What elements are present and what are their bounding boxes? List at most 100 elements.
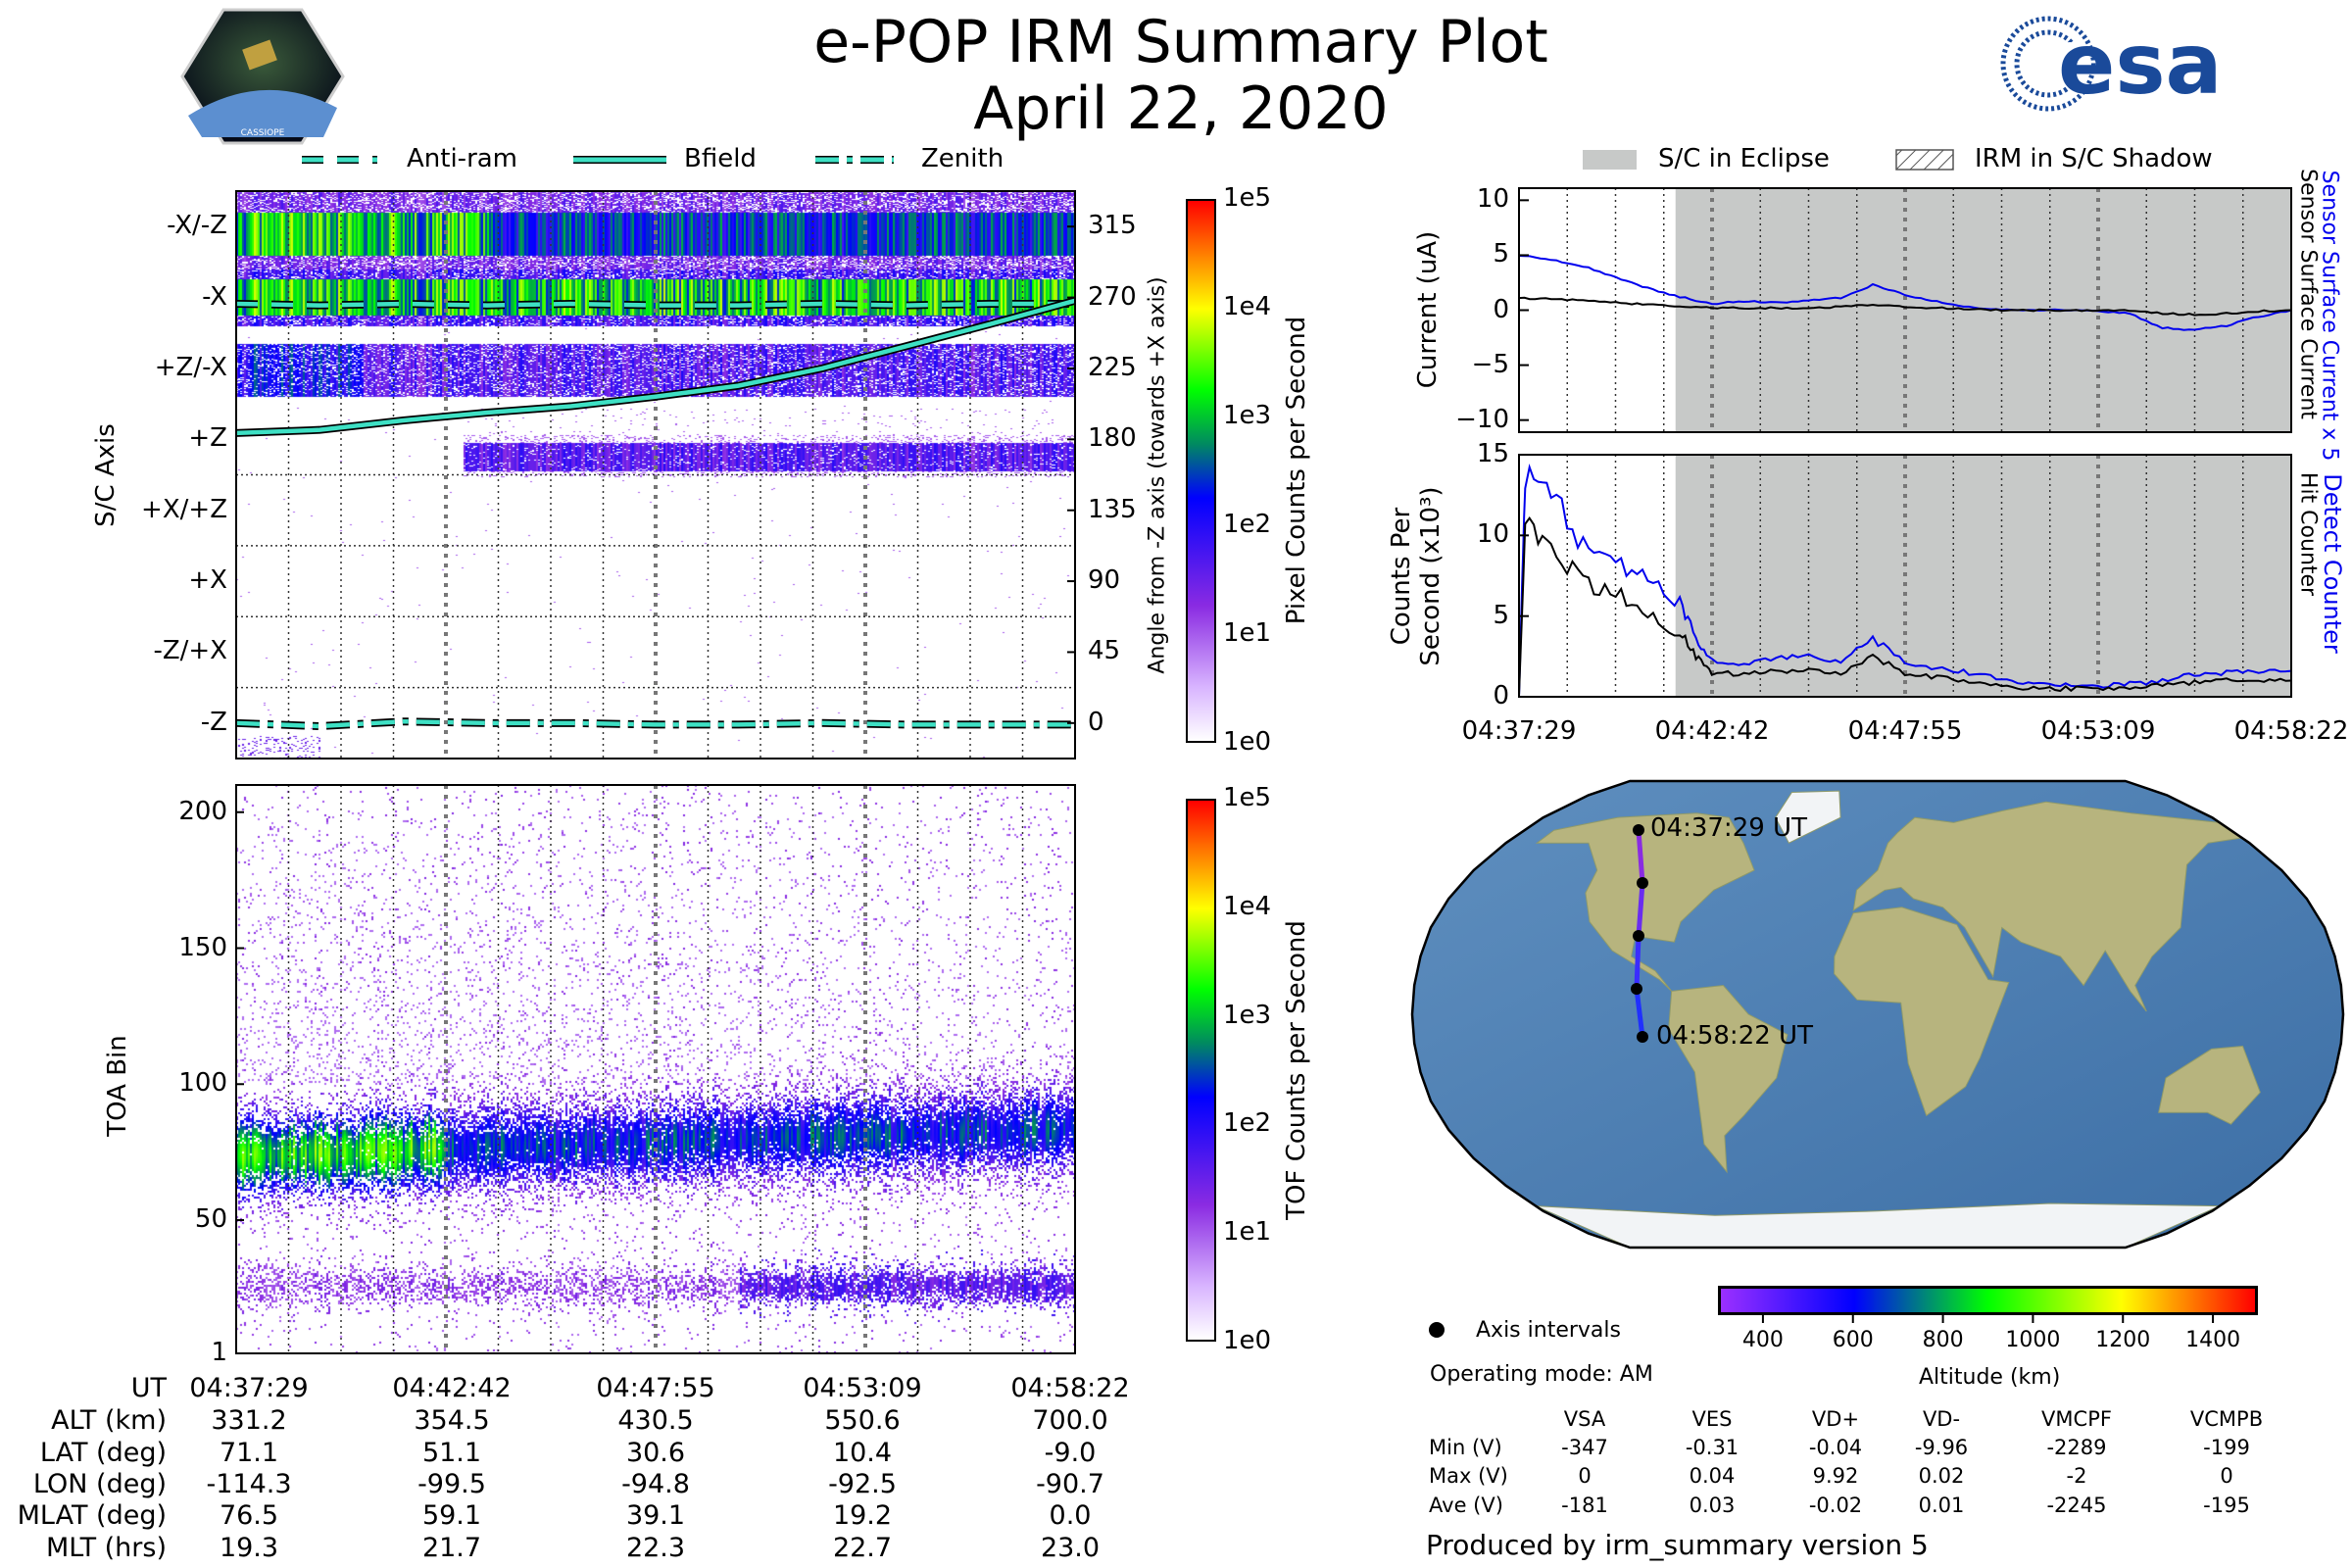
trace-zenith — [235, 718, 1075, 729]
cassiope-logo: CASSIOPE — [180, 8, 345, 145]
axis-interval-dot — [1631, 983, 1642, 995]
time-tick-label: 04:37:29 — [1461, 716, 1577, 746]
angle-tick-label: 45 — [1088, 636, 1121, 666]
time-tick-label: 04:42:42 — [1654, 716, 1770, 746]
ephemeris-row-label: LAT (deg) — [39, 1438, 167, 1468]
continents — [1535, 790, 2261, 1248]
voltage-value: 9.92 — [1812, 1464, 1859, 1488]
voltage-header: VD- — [1922, 1407, 1961, 1431]
counts-tick-label: 0 — [1493, 681, 1509, 710]
angle-tick-label: 180 — [1088, 423, 1137, 454]
axis-interval-dot — [1633, 824, 1644, 836]
colorbar-tick-label: 1e4 — [1223, 292, 1272, 321]
ephemeris-value: 22.3 — [625, 1533, 686, 1563]
ephemeris-value: 354.5 — [414, 1405, 490, 1436]
ephemeris-value: 22.7 — [832, 1533, 893, 1563]
voltage-value: 0.04 — [1689, 1464, 1736, 1488]
altitude-tick-label: 600 — [1832, 1328, 1874, 1352]
legend-eclipse: S/C in Eclipse — [1658, 144, 1830, 173]
orbit-track-segment — [1636, 829, 1645, 884]
ephemeris-value: 0.0 — [1049, 1500, 1092, 1531]
voltage-header: VSA — [1563, 1407, 1606, 1431]
land-greenland — [1775, 790, 1841, 844]
colorbar-tick-label: 1e5 — [1223, 183, 1272, 213]
colorbar-tick-label: 1e3 — [1223, 1000, 1272, 1030]
voltage-value: -195 — [2203, 1494, 2250, 1517]
sector-tick-label: +Z/-X — [154, 352, 227, 382]
legend-zenith: Zenith — [921, 144, 1004, 173]
current-tick-label: 0 — [1493, 294, 1509, 324]
series-detect-counter — [1518, 463, 2292, 698]
tof-colorbar — [1186, 799, 1216, 1342]
legend-shadow: IRM in S/C Shadow — [1975, 144, 2213, 173]
altitude-colorbar — [1718, 1286, 2258, 1315]
axis-interval-dot — [1637, 1031, 1648, 1043]
legend-anti-ram: Anti-ram — [407, 144, 518, 173]
land-africa — [1834, 906, 2010, 1117]
voltage-value: 0 — [1578, 1464, 1592, 1488]
ephemeris-value: 21.7 — [421, 1533, 482, 1563]
toa-frame — [235, 784, 1076, 1354]
ephemeris-value: 76.5 — [219, 1500, 279, 1531]
altitude-tick-label: 1200 — [2095, 1328, 2151, 1352]
legend-eclipse-swatch — [1583, 150, 1637, 170]
legend-shadow-swatch — [1895, 149, 1954, 171]
voltage-header: VD+ — [1811, 1407, 1860, 1431]
current-tick-label: 10 — [1476, 184, 1509, 215]
colorbar-tick-label: 1e3 — [1223, 401, 1272, 430]
angle-tick-label: 135 — [1088, 494, 1137, 524]
ephemeris-value: 59.1 — [421, 1500, 482, 1531]
axis-interval-dot — [1633, 930, 1644, 942]
series-hit-counter — [1518, 515, 2292, 696]
ephemeris-row-label: MLT (hrs) — [45, 1533, 167, 1563]
counts-tick-label: 15 — [1476, 439, 1509, 468]
time-tick-label: 04:37:29 — [189, 1373, 309, 1403]
toa-tick-label: 200 — [178, 796, 227, 826]
time-tick-label: 04:47:55 — [596, 1373, 715, 1403]
voltage-value: -181 — [1561, 1494, 1608, 1517]
trace-bfield — [235, 298, 1076, 436]
land-north-america — [1535, 812, 1755, 992]
voltage-value: -0.04 — [1808, 1436, 1863, 1459]
ephemeris-value: 19.3 — [219, 1533, 279, 1563]
ephemeris-value: 550.6 — [824, 1405, 901, 1436]
ephemeris-row-label: ALT (km) — [51, 1405, 167, 1436]
axis-interval-dot-icon — [1429, 1322, 1445, 1338]
sc-axis-frame — [235, 190, 1076, 760]
ephemeris-value: -9.0 — [1044, 1438, 1097, 1468]
time-tick-label: 04:47:55 — [1847, 716, 1963, 746]
land-antarctica — [1535, 1202, 2221, 1248]
produced-by: Produced by irm_summary version 5 — [1426, 1529, 1929, 1561]
ephemeris-value: 23.0 — [1040, 1533, 1101, 1563]
current-tick-label: −5 — [1471, 349, 1509, 379]
altitude-tick-label: 1400 — [2185, 1328, 2241, 1352]
series-sensor-surface-current-x-5 — [1518, 255, 2292, 331]
angle-tick-label: 315 — [1088, 211, 1137, 241]
page-title: e-POP IRM Summary Plot — [813, 8, 1548, 76]
land-australia — [2158, 1045, 2261, 1125]
eclipse-shading — [1675, 188, 2291, 432]
pixel-colorbar — [1186, 199, 1216, 743]
ephemeris-value: -99.5 — [417, 1469, 486, 1499]
svg-text:esa: esa — [2058, 16, 2223, 114]
ephemeris-value: 430.5 — [617, 1405, 694, 1436]
current-frame — [1518, 187, 2292, 433]
sector-tick-label: -X/-Z — [167, 211, 227, 241]
angle-tick-label: 225 — [1088, 352, 1137, 382]
colorbar-tick-label: 1e0 — [1223, 1326, 1272, 1355]
ephemeris-value: -114.3 — [206, 1469, 292, 1499]
map-end-label: 04:58:22 UT — [1656, 1021, 1813, 1051]
sector-tick-label: -Z/+X — [153, 636, 227, 666]
colorbar-tick-label: 1e1 — [1223, 618, 1272, 648]
counts-frame — [1518, 454, 2292, 698]
toa-tick-label: 100 — [178, 1068, 227, 1099]
sector-tick-label: +X — [188, 565, 227, 596]
toa-tick-label: 150 — [178, 932, 227, 962]
voltage-row-label: Min (V) — [1429, 1436, 1502, 1459]
angle-tick-label: 270 — [1088, 281, 1137, 312]
ephemeris-value: 10.4 — [832, 1438, 893, 1468]
